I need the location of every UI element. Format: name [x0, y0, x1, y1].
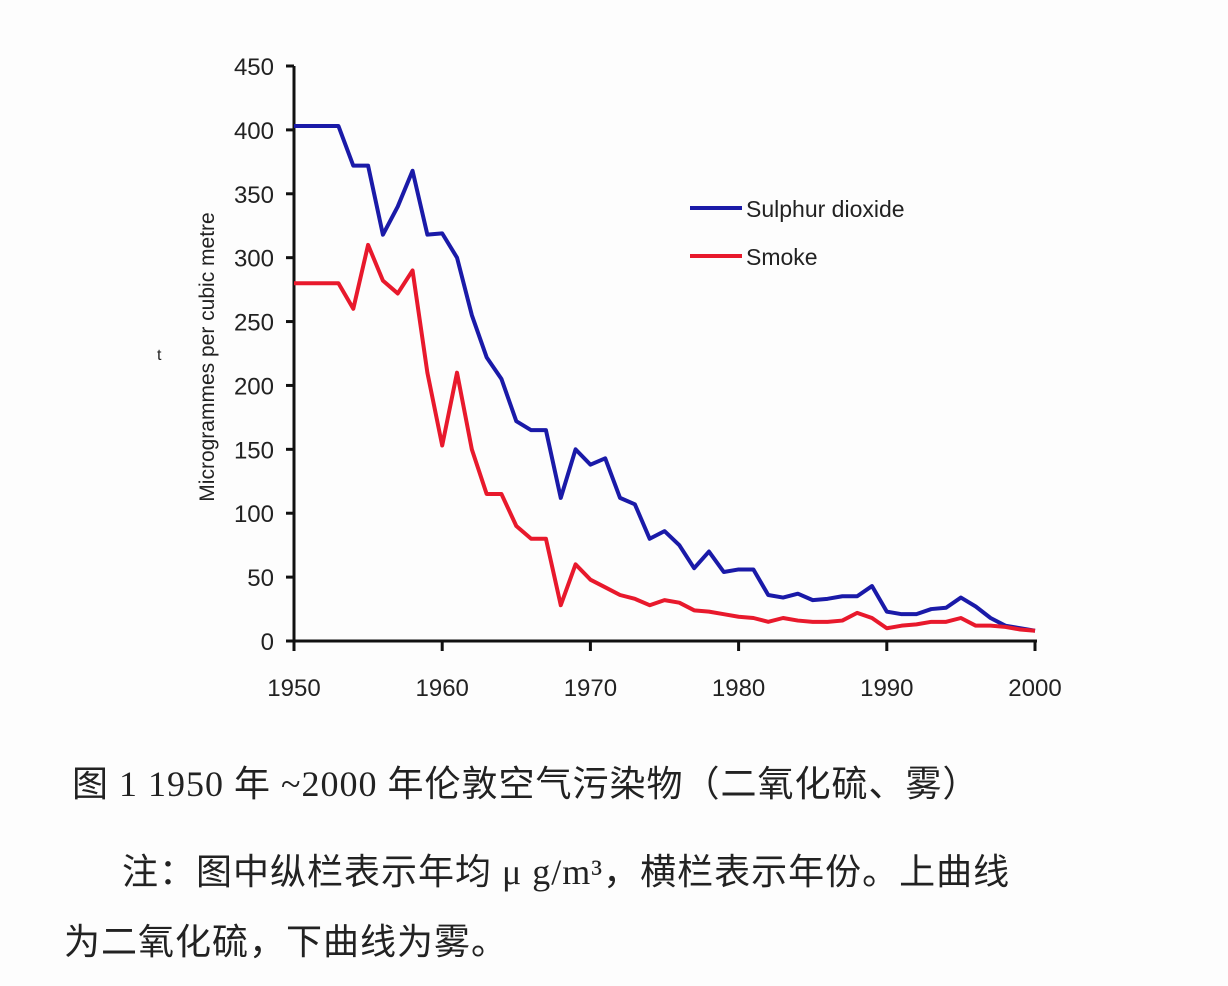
stray-mark: t: [157, 347, 162, 364]
y-axis-label: Microgrammes per cubic metre: [196, 212, 219, 501]
note-line-2: 为二氧化硫，下曲线为雾。: [64, 922, 509, 962]
series-line-sulphur-dioxide: [294, 124, 1036, 633]
y-tick-label: 0: [261, 629, 274, 656]
x-tick-label: 2000: [1008, 675, 1061, 702]
x-tick-label: 1960: [416, 675, 469, 702]
y-tick-label: 400: [234, 118, 274, 145]
note-line-1: 注：图中纵栏表示年均 μ g/m³，横栏表示年份。上曲线: [122, 852, 1011, 892]
series-line-smoke: [294, 242, 1036, 633]
y-tick-label: 150: [234, 437, 274, 464]
figure-caption: 图 1 1950 年 ~2000 年伦敦空气污染物（二氧化硫、雾）: [72, 764, 980, 804]
y-tick-label: 250: [234, 310, 274, 337]
legend-label: Smoke: [746, 244, 818, 270]
y-tick-label: 300: [234, 246, 274, 273]
x-tick-label: 1950: [267, 675, 320, 702]
y-tick-label: 200: [234, 373, 274, 400]
y-tick-label: 450: [234, 54, 274, 81]
legend-label: Sulphur dioxide: [746, 196, 905, 222]
y-tick-label: 100: [234, 501, 274, 528]
x-tick-label: 1970: [564, 675, 617, 702]
x-tick-label: 1980: [712, 675, 765, 702]
y-tick-label: 50: [247, 565, 274, 592]
x-tick-label: 1990: [860, 675, 913, 702]
y-tick-label: 350: [234, 182, 274, 209]
line-chart: 0 50 100 150 200 250 300 350 400 450 1950 1960 1970 1…: [157, 54, 1062, 702]
